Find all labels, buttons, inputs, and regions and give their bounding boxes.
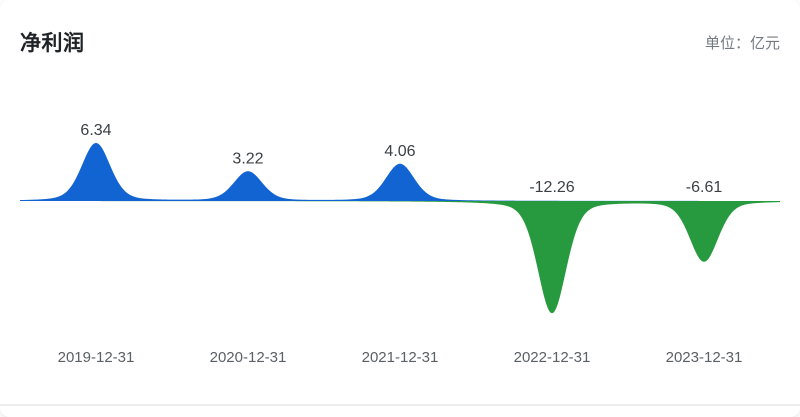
value-label: 6.34 (80, 122, 111, 139)
x-axis-date-label: 2019-12-31 (58, 349, 135, 366)
net-profit-peak-chart[interactable]: 6.34 3.22 4.06 -12.26 -6.61 2019-12-31 2020-12… (0, 100, 800, 390)
positive-peaks-area[interactable] (20, 142, 780, 201)
x-axis-date-label: 2022-12-31 (514, 349, 591, 366)
x-axis-date-label: 2021-12-31 (362, 349, 439, 366)
value-label: 3.22 (232, 151, 263, 168)
x-axis-date-label: 2020-12-31 (210, 349, 287, 366)
value-label: 4.06 (384, 143, 415, 160)
x-axis-date-label: 2023-12-31 (666, 349, 743, 366)
chart-title: 净利润 (20, 32, 85, 55)
chart-header: 净利润 单位：亿元 (20, 32, 780, 56)
value-label: -12.26 (529, 179, 574, 196)
negative-peaks-area[interactable] (20, 201, 780, 314)
unit-label: 单位：亿元 (704, 35, 780, 52)
value-label: -6.61 (686, 179, 723, 196)
bottom-divider (0, 404, 800, 406)
